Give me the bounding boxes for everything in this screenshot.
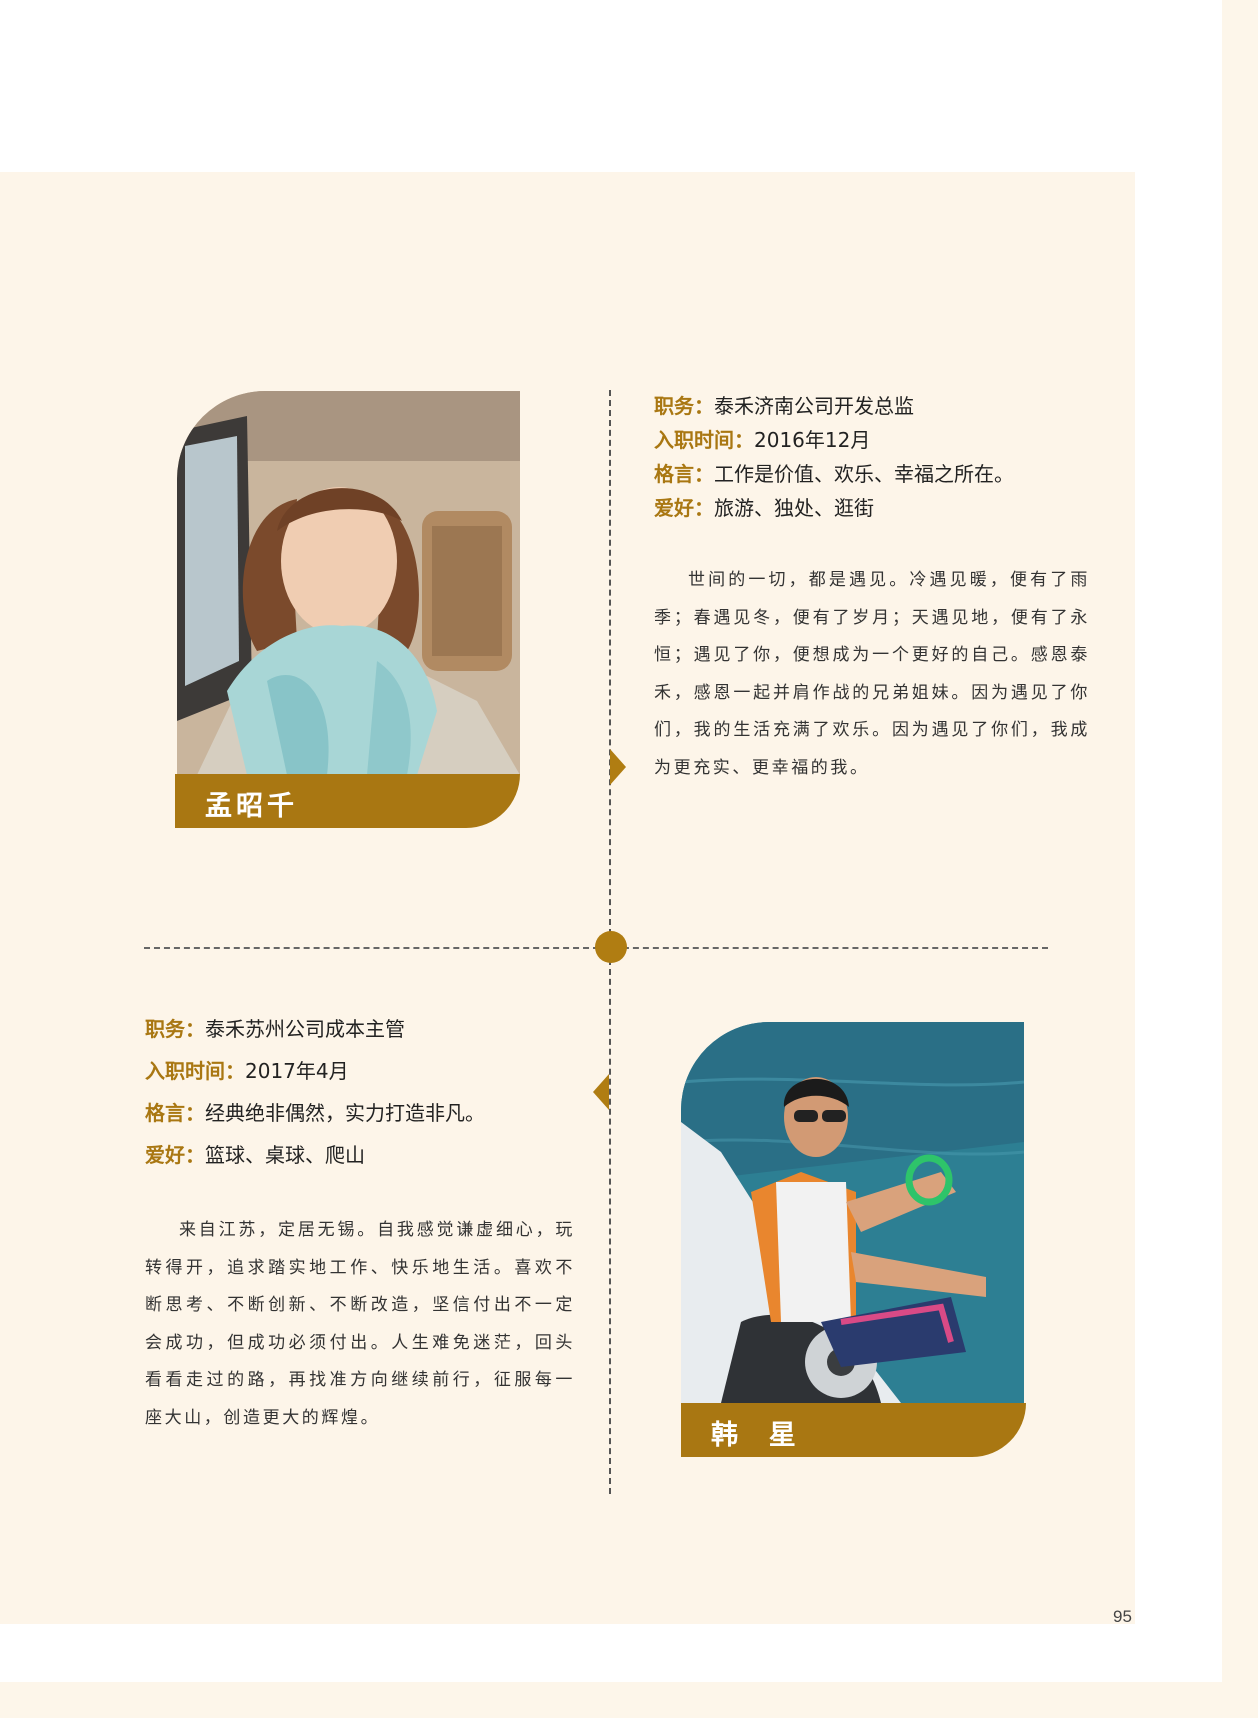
field-value: 泰禾济南公司开发总监 bbox=[714, 394, 914, 418]
field-hobbies: 爱好：篮球、桌球、爬山 bbox=[145, 1138, 485, 1180]
profile-photo-meng bbox=[177, 391, 520, 775]
page-number: 95 bbox=[1113, 1607, 1132, 1626]
pointer-right-icon bbox=[610, 749, 626, 785]
field-value: 2016年12月 bbox=[754, 428, 871, 452]
field-value: 工作是价值、欢乐、幸福之所在。 bbox=[714, 462, 1014, 486]
profile-photo-han bbox=[681, 1022, 1024, 1403]
field-motto: 格言：经典绝非偶然，实力打造非凡。 bbox=[145, 1096, 485, 1138]
profile-name: 韩 星 bbox=[711, 1420, 800, 1451]
field-motto: 格言：工作是价值、欢乐、幸福之所在。 bbox=[654, 457, 1014, 491]
field-join-date: 入职时间：2016年12月 bbox=[654, 423, 1014, 457]
field-label: 入职时间： bbox=[145, 1059, 245, 1083]
field-label: 职务： bbox=[145, 1017, 205, 1041]
field-value: 篮球、桌球、爬山 bbox=[205, 1143, 365, 1167]
profile-paragraph-meng: 世间的一切，都是遇见。冷遇见暖，便有了雨季；春遇见冬，便有了岁月；天遇见地，便有… bbox=[654, 570, 1090, 778]
field-value: 旅游、独处、逛街 bbox=[714, 496, 874, 520]
name-bar-meng: 孟昭千 bbox=[175, 774, 520, 828]
pointer-left-icon bbox=[593, 1074, 609, 1110]
field-value: 泰禾苏州公司成本主管 bbox=[205, 1017, 405, 1041]
field-label: 爱好： bbox=[654, 496, 714, 520]
center-dot bbox=[595, 931, 627, 963]
profile-paragraph-han: 来自江苏，定居无锡。自我感觉谦虚细心，玩转得开，追求踏实地工作、快乐地生活。喜欢… bbox=[145, 1220, 575, 1428]
field-value: 经典绝非偶然，实力打造非凡。 bbox=[205, 1101, 485, 1125]
field-position: 职务：泰禾苏州公司成本主管 bbox=[145, 1012, 485, 1054]
profile-info-han: 职务：泰禾苏州公司成本主管 入职时间：2017年4月 格言：经典绝非偶然，实力打… bbox=[145, 1012, 485, 1180]
field-join-date: 入职时间：2017年4月 bbox=[145, 1054, 485, 1096]
field-label: 格言： bbox=[145, 1101, 205, 1125]
field-hobbies: 爱好：旅游、独处、逛街 bbox=[654, 491, 1014, 525]
profile-info-meng: 职务：泰禾济南公司开发总监 入职时间：2016年12月 格言：工作是价值、欢乐、… bbox=[654, 389, 1014, 525]
profile-name: 孟昭千 bbox=[205, 791, 298, 822]
field-position: 职务：泰禾济南公司开发总监 bbox=[654, 389, 1014, 423]
field-label: 格言： bbox=[654, 462, 714, 486]
field-value: 2017年4月 bbox=[245, 1059, 349, 1083]
name-bar-han: 韩 星 bbox=[681, 1403, 1026, 1457]
field-label: 爱好： bbox=[145, 1143, 205, 1167]
field-label: 入职时间： bbox=[654, 428, 754, 452]
field-label: 职务： bbox=[654, 394, 714, 418]
